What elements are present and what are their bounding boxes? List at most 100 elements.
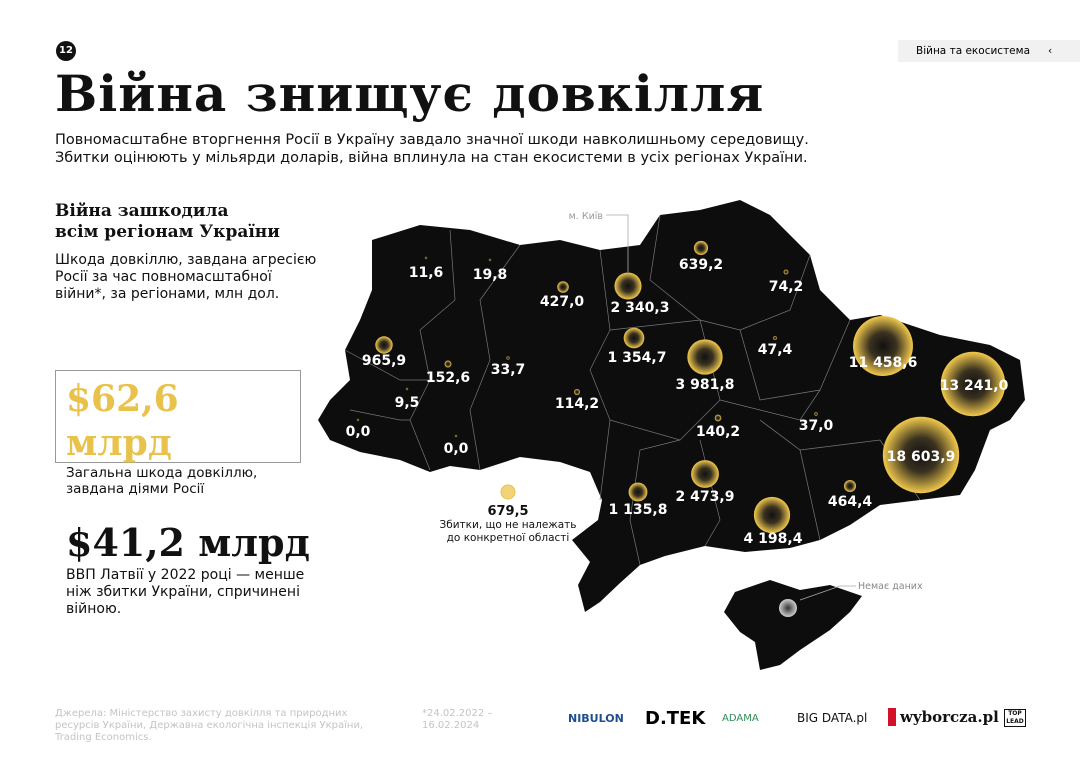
caption-line: завдана діями Росії xyxy=(66,481,205,497)
region-value-label: 152,6 xyxy=(426,370,470,386)
region-value-label: 140,2 xyxy=(696,424,740,440)
subtitle: Повномасштабне вторгнення Росії в Україн… xyxy=(55,131,809,167)
damage-bubble xyxy=(693,240,709,256)
region-value-label: 965,9 xyxy=(362,353,406,369)
damage-bubble xyxy=(623,327,645,349)
damage-bubble xyxy=(853,316,913,376)
caption-line: Загальна шкода довкіллю, xyxy=(66,465,258,481)
damage-bubble xyxy=(488,258,492,262)
logo: wyborcza.pl xyxy=(888,708,999,726)
comparison-caption: ВВП Латвії у 2022 році — менше ніж збитк… xyxy=(66,567,304,618)
logo: ADAMA xyxy=(722,713,759,724)
region-value-label: 114,2 xyxy=(555,396,599,412)
region-value-label: 1 135,8 xyxy=(609,502,668,518)
damage-bubble xyxy=(783,269,789,275)
unassigned-caption: до конкретної області xyxy=(447,532,570,544)
damage-bubble xyxy=(614,272,642,300)
damage-bubble xyxy=(405,387,409,391)
ukraine-mainland xyxy=(318,200,1025,612)
region-value-label: 2 340,3 xyxy=(611,300,670,316)
damage-bubble xyxy=(628,482,648,502)
title: Війна знищує довкілля xyxy=(55,64,765,123)
kyiv-leader xyxy=(606,214,629,272)
damage-bubble xyxy=(506,356,510,360)
no-data-bubble xyxy=(779,599,797,617)
logo: BIG DATA.pl xyxy=(797,711,868,725)
description-line: Шкода довкіллю, завдана агресією xyxy=(55,252,317,268)
damage-bubble xyxy=(843,479,857,493)
damage-bubble xyxy=(356,418,360,422)
damage-bubble xyxy=(375,336,393,354)
section-description: Шкода довкіллю, завдана агресією Росії з… xyxy=(55,252,316,303)
logo: NIBULON xyxy=(568,712,624,725)
no-data-leader xyxy=(799,585,856,601)
damage-bubble xyxy=(454,434,458,438)
region-value-label: 464,4 xyxy=(828,494,873,510)
region-value-label: 74,2 xyxy=(769,279,804,295)
crimea xyxy=(724,580,862,670)
comparison-amount: $41,2 млрд xyxy=(66,520,310,565)
nav-arrow: ‹ xyxy=(1048,45,1053,57)
caption-line: ВВП Латвії у 2022 році — менше xyxy=(66,567,305,583)
source-line: Trading Economics. xyxy=(55,732,152,743)
subtitle-line: Повномасштабне вторгнення Росії в Україн… xyxy=(55,132,809,148)
region-value-label: 427,0 xyxy=(540,294,585,310)
logo: TOP LEAD xyxy=(1004,709,1026,727)
region-value-label: 37,0 xyxy=(799,418,834,434)
subtitle-line: Збитки оцінюють у мільярди доларів, війн… xyxy=(55,150,808,166)
region-value-label: 3 981,8 xyxy=(676,377,735,393)
region-value-label: 19,8 xyxy=(473,267,508,283)
region-value-label: 47,4 xyxy=(758,342,793,358)
region-value-label: 18 603,9 xyxy=(887,449,956,465)
damage-bubble xyxy=(424,256,428,260)
damage-bubble xyxy=(753,496,791,534)
region-borders xyxy=(344,214,921,566)
footer-period: *24.02.2022 – 16.02.2024 xyxy=(422,708,492,732)
damage-bubble xyxy=(691,460,719,488)
region-value-label: 1 354,7 xyxy=(608,350,667,366)
period-line: 16.02.2024 xyxy=(422,720,480,731)
region-value-label: 0,0 xyxy=(346,424,371,440)
heading-line: всім регіонам України xyxy=(55,222,280,242)
damage-bubble xyxy=(557,281,569,293)
damage-bubble xyxy=(574,389,580,395)
section-heading: Війна зашкодила всім регіонам України xyxy=(55,201,280,243)
kyiv-label: м. Київ xyxy=(569,211,604,222)
damage-bubble xyxy=(714,414,722,422)
nav-label: Війна та екосистема xyxy=(916,45,1030,57)
total-caption: Загальна шкода довкіллю, завдана діями Р… xyxy=(66,465,290,497)
logo: D.TEK xyxy=(645,708,706,729)
unassigned-caption: Збитки, що не належать xyxy=(440,519,577,531)
caption-line: ніж збитки України, спричинені xyxy=(66,584,300,600)
region-value-label: 13 241,0 xyxy=(940,378,1009,394)
nav-tab[interactable]: Війна та екосистема ‹ xyxy=(898,40,1080,62)
damage-bubble xyxy=(444,360,452,368)
region-value-label: 639,2 xyxy=(679,257,723,273)
damage-bubble xyxy=(773,336,777,340)
footer-sources: Джерела: Міністерство захисту довкілля т… xyxy=(55,708,363,744)
description-line: війни*, за регіонами, млн дол. xyxy=(55,286,280,302)
damage-bubble xyxy=(882,416,960,494)
region-value-label: 33,7 xyxy=(491,362,526,378)
description-line: Росії за час повномасштабної xyxy=(55,269,272,285)
heading-line: Війна зашкодила xyxy=(55,201,229,221)
source-line: Джерела: Міністерство захисту довкілля т… xyxy=(55,708,348,719)
period-line: *24.02.2022 – xyxy=(422,708,493,719)
region-value-label: 11 458,6 xyxy=(849,355,918,371)
region-value-label: 9,5 xyxy=(395,395,420,411)
damage-bubble xyxy=(814,412,818,416)
region-value-label: 0,0 xyxy=(444,441,469,457)
unassigned-bubble xyxy=(500,484,516,500)
total-box: $62,6 млрд Загальна шкода довкіллю, завд… xyxy=(55,370,301,497)
damage-bubble xyxy=(940,351,1006,417)
total-amount: $62,6 млрд xyxy=(66,378,179,464)
region-value-label: 11,6 xyxy=(409,265,444,281)
no-data-label: Немає даних xyxy=(858,581,923,592)
caption-line: війною. xyxy=(66,601,122,617)
source-line: ресурсів України, Державна екологічна ін… xyxy=(55,720,364,731)
region-value-label: 2 473,9 xyxy=(676,489,735,505)
page-number: 12 xyxy=(56,41,76,61)
region-value-label: 4 198,4 xyxy=(744,531,803,547)
